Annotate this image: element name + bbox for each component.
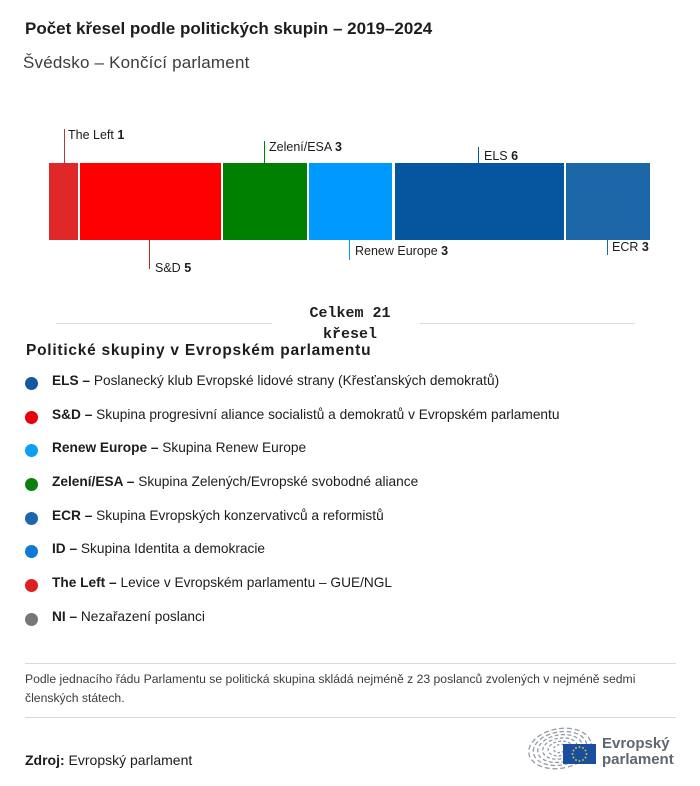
svg-text:parlament: parlament xyxy=(602,751,674,768)
svg-text:Evropský: Evropský xyxy=(602,735,670,752)
